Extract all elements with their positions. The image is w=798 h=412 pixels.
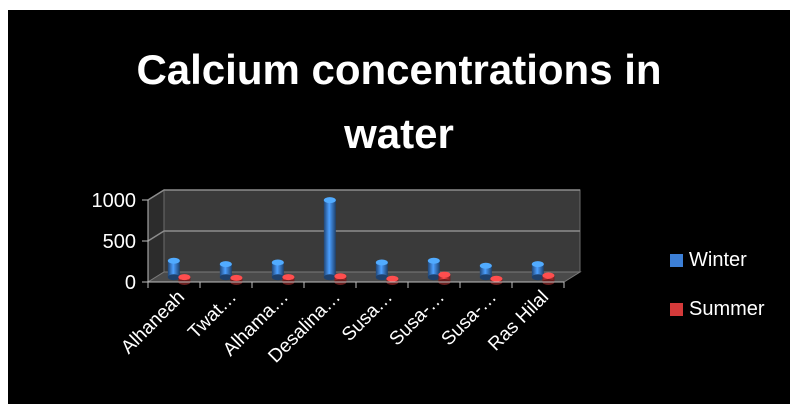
bar-cap xyxy=(427,257,440,264)
chart-title-line-1: Calcium concentrations in xyxy=(136,46,662,93)
bar-cap xyxy=(479,262,492,269)
bar-base xyxy=(375,274,388,281)
bar-cap xyxy=(178,274,191,281)
bar-base xyxy=(531,274,544,281)
y-tick-label: 500 xyxy=(103,231,136,253)
legend-swatch-summer xyxy=(670,303,683,316)
legend-label-summer: Summer xyxy=(689,298,765,320)
x-axis-ticks: AlhaneahTwat…Alhama…Desalina…Susa…Susa-…… xyxy=(117,281,565,367)
bar-base xyxy=(427,274,440,281)
bar-body xyxy=(323,200,336,278)
legend-swatch-winter xyxy=(670,254,683,267)
bar-cap xyxy=(386,275,399,282)
bar-winter-1 xyxy=(219,261,232,281)
bar-body xyxy=(542,275,555,282)
bar-winter-2 xyxy=(271,259,284,281)
legend-item-winter: Winter xyxy=(670,249,747,272)
bar-summer-5 xyxy=(438,271,451,285)
bar-cap xyxy=(375,259,388,266)
chart-frame: Calcium concentrations in water 1000 500 0… xyxy=(8,10,790,404)
bar-body xyxy=(271,262,284,278)
legend-item-summer: Summer xyxy=(670,298,765,321)
y-tick-label: 0 xyxy=(125,272,136,294)
plot-backdrop xyxy=(146,189,582,283)
bar-body xyxy=(219,264,232,278)
bar-base xyxy=(271,274,284,281)
bar-winter-4 xyxy=(375,259,388,281)
bar-body xyxy=(167,260,180,278)
bar-cap xyxy=(282,274,295,281)
y-axis-ticks: 1000 500 0 xyxy=(92,190,149,294)
bar-cap xyxy=(531,261,544,268)
bar-summer-6 xyxy=(490,275,503,285)
bar-summer-1 xyxy=(230,274,243,285)
bar-cap xyxy=(542,272,555,279)
legend-label-winter: Winter xyxy=(689,249,747,271)
bar-body xyxy=(375,262,388,278)
bar-cap xyxy=(219,261,232,268)
bar-cap xyxy=(271,259,284,266)
bar-body xyxy=(531,264,544,278)
bar-body xyxy=(438,274,451,282)
bar-winter-3 xyxy=(323,197,336,281)
bar-base xyxy=(219,274,232,281)
bar-cap xyxy=(323,197,336,204)
chart-title: Calcium concentrations in water xyxy=(8,38,790,166)
bar-winter-7 xyxy=(531,261,544,281)
bar-cap xyxy=(438,271,451,278)
bar-cap xyxy=(490,275,503,282)
x-tick-label: Susa-… xyxy=(386,287,449,350)
x-tick-label: Alhaneah xyxy=(117,287,189,359)
bar-cap xyxy=(167,257,180,264)
bar-summer-4 xyxy=(386,275,399,285)
gridline xyxy=(147,189,580,201)
bar-body xyxy=(479,265,492,278)
bar-base xyxy=(479,274,492,281)
bar-winter-6 xyxy=(479,262,492,281)
bar-summer-2 xyxy=(282,274,295,285)
plot-area: 1000 500 0 AlhaneahTwat…Alhama…Desalina…Su… xyxy=(92,189,582,367)
y-tick-label: 1000 xyxy=(92,190,137,212)
bar-summer-0 xyxy=(178,274,191,285)
gridline xyxy=(147,230,580,242)
bar-summer-3 xyxy=(334,273,347,285)
bar-winter-0 xyxy=(167,257,180,281)
bar-base xyxy=(167,274,180,281)
floor xyxy=(146,271,582,283)
chart-title-line-2: water xyxy=(344,110,454,157)
bar-summer-7 xyxy=(542,272,555,285)
bar-winter-5 xyxy=(427,257,440,281)
bar-base xyxy=(323,274,336,281)
bar-body xyxy=(427,260,440,278)
bar-cap xyxy=(334,273,347,280)
bar-cap xyxy=(230,274,243,281)
gridlines xyxy=(147,189,580,242)
